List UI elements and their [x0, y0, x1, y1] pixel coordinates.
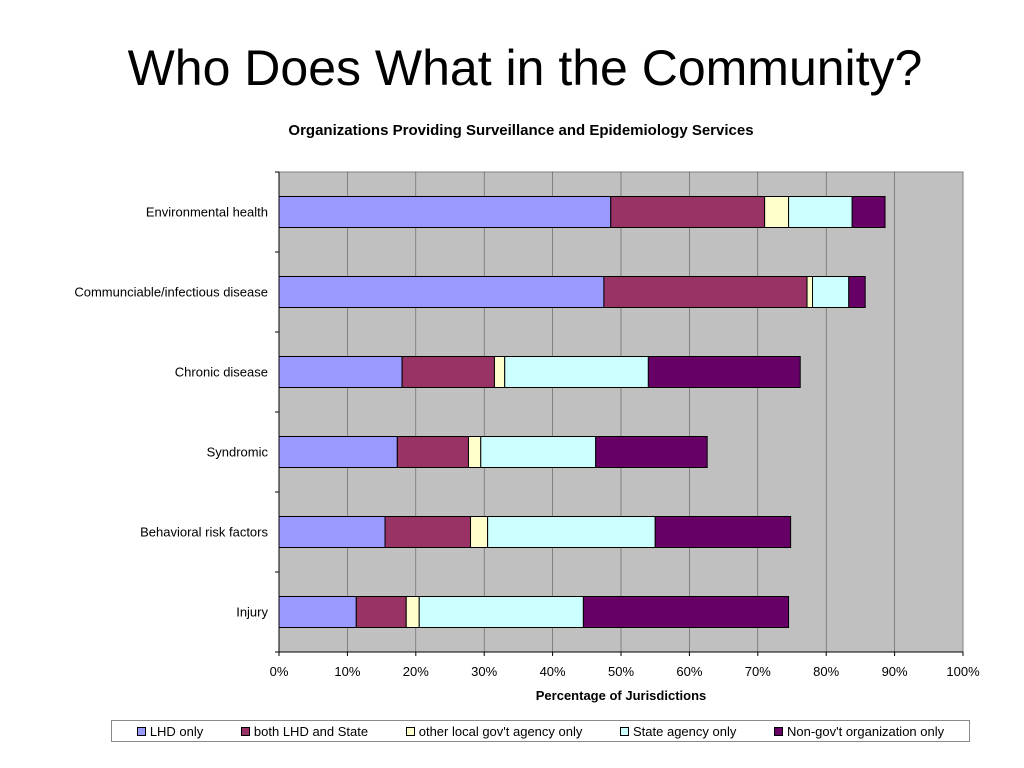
- x-tick-label: 70%: [745, 664, 771, 679]
- bar-segment: [647, 356, 801, 388]
- bar-segment: [355, 596, 407, 628]
- slide-title: Who Does What in the Community?: [127, 40, 923, 96]
- bar-segment: [610, 196, 766, 228]
- legend-label: other local gov't agency only: [418, 723, 583, 739]
- legend-item: State agency only: [620, 724, 736, 739]
- bar-segment: [278, 436, 398, 468]
- chart-legend: LHD only both LHD and State other local go…: [111, 720, 970, 742]
- x-tick-label: 80%: [813, 664, 839, 679]
- bar-segment: [278, 196, 612, 228]
- x-tick-label: 20%: [403, 664, 429, 679]
- bar-segment: [384, 516, 472, 548]
- bar-segment: [806, 276, 814, 308]
- legend-swatch: [620, 726, 629, 736]
- bar-segment: [470, 516, 489, 548]
- x-tick-label: 30%: [471, 664, 497, 679]
- category-label: Behavioral risk factors: [140, 525, 268, 540]
- category-label: Communciable/infectious disease: [74, 285, 268, 300]
- bar-segment: [851, 196, 886, 228]
- legend-swatch: [240, 726, 250, 736]
- bar-segment: [595, 436, 708, 468]
- bar-segment: [603, 276, 808, 308]
- bar-segment: [278, 596, 357, 628]
- bar-segment: [418, 596, 584, 628]
- category-label: Chronic disease: [175, 365, 268, 380]
- category-label: Injury: [236, 605, 268, 620]
- x-tick-label: 100%: [946, 664, 980, 679]
- bar-segment: [812, 276, 850, 308]
- legend-item: Non-gov't organization only: [773, 723, 945, 739]
- legend-label: LHD only: [149, 723, 204, 739]
- x-tick-label: 40%: [540, 664, 566, 679]
- bar-segment: [582, 596, 790, 628]
- x-tick-label: 90%: [882, 664, 908, 679]
- x-axis-title: Percentage of Jurisdictions: [536, 688, 707, 703]
- x-tick-label: 10%: [334, 664, 360, 679]
- bar-segment: [278, 356, 403, 388]
- bar-segment: [396, 436, 469, 468]
- bar-segment: [493, 356, 506, 388]
- bar-segment: [467, 436, 482, 468]
- legend-label: State agency only: [633, 723, 737, 739]
- legend-label: Non-gov't organization only: [786, 723, 945, 739]
- x-tick-label: 0%: [270, 664, 289, 679]
- bar-segment: [401, 356, 495, 388]
- bar-segment: [487, 516, 656, 548]
- bar-segment: [764, 196, 790, 228]
- legend-swatch: [136, 726, 146, 736]
- bar-segment: [788, 196, 853, 228]
- legend-item: other local gov't agency only: [405, 723, 583, 739]
- bar-segment: [480, 436, 597, 468]
- category-label: Syndromic: [207, 445, 269, 460]
- category-label: Environmental health: [146, 205, 268, 220]
- bar-segment: [504, 356, 649, 388]
- bar-segment: [278, 276, 605, 308]
- legend-item: LHD only: [136, 723, 204, 739]
- x-tick-label: 60%: [676, 664, 702, 679]
- legend-item: both LHD and State: [240, 723, 369, 739]
- bar-segment: [278, 516, 386, 548]
- bar-segment: [848, 276, 866, 308]
- bar-segment: [654, 516, 792, 548]
- legend-swatch: [773, 726, 783, 736]
- x-tick-label: 50%: [608, 664, 634, 679]
- legend-swatch: [405, 726, 415, 736]
- bar-segment: [405, 596, 420, 628]
- chart-title: Organizations Providing Surveillance and…: [288, 122, 754, 139]
- legend-label: both LHD and State: [253, 723, 369, 739]
